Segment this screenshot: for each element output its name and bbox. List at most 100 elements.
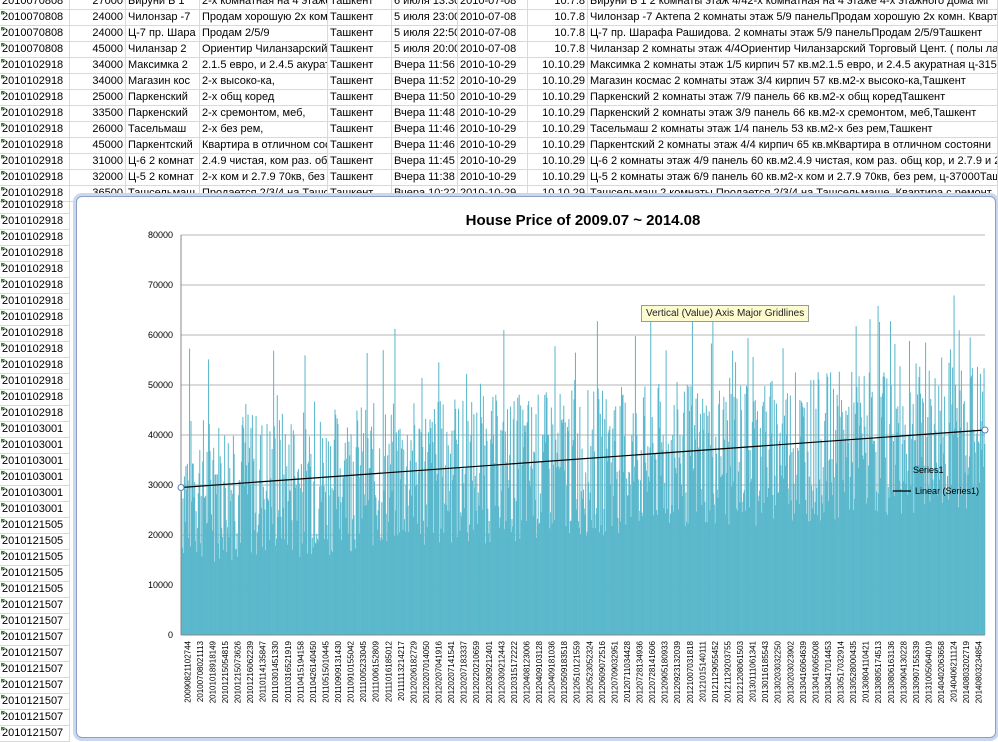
sheet-cell[interactable]: 2-х ком и 2.7.9 70кв, без bbox=[200, 170, 328, 185]
sheet-cell[interactable]: Магазин кос bbox=[126, 74, 200, 89]
sheet-row[interactable]: 2010070808 24000 Ц-7 пр. Шара Продам 2/5/9 Т… bbox=[0, 26, 998, 42]
sheet-cell[interactable]: 2010102918 bbox=[0, 278, 70, 293]
sheet-cell[interactable]: Ц-6 2 комнаты этаж 4/9 панель 60 кв.м2.4… bbox=[590, 154, 998, 169]
sheet-cell[interactable]: 2010121507 bbox=[0, 630, 70, 645]
sheet-cell[interactable]: 2010102918 bbox=[0, 230, 70, 245]
sheet-cell[interactable]: Вчера 11:45 bbox=[392, 154, 458, 169]
sheet-row[interactable]: 2010102918 bbox=[0, 214, 70, 230]
sheet-cell[interactable]: 2010102918 bbox=[0, 358, 70, 373]
sheet-row[interactable]: 2010121505 bbox=[0, 518, 70, 534]
sheet-row[interactable]: 2010121505 bbox=[0, 550, 70, 566]
sheet-cell[interactable]: 2010121505 bbox=[0, 518, 70, 533]
sheet-cell[interactable]: Магазин космас 2 комнаты этаж 3/4 кирпич… bbox=[588, 74, 998, 89]
sheet-cell[interactable]: 2010-10-29 bbox=[458, 106, 528, 121]
sheet-cell[interactable]: 2010121507 bbox=[0, 678, 70, 693]
sheet-cell[interactable]: Чилонзар -7 Актепа 2 комнаты этаж 5/9 па… bbox=[590, 10, 998, 25]
sheet-cell[interactable]: Ташкент bbox=[328, 74, 392, 89]
sheet-cell[interactable]: 2010102918 bbox=[0, 374, 70, 389]
sheet-cell[interactable]: 2010103001 bbox=[0, 502, 70, 517]
sheet-row[interactable]: 2010102918 bbox=[0, 310, 70, 326]
sheet-cell[interactable]: 2010121505 bbox=[0, 582, 70, 597]
sheet-cell[interactable]: 5 июля 23:00 bbox=[394, 10, 458, 25]
sheet-cell[interactable]: Чиланзар 2 комнаты этаж 4/4Ориентир Чила… bbox=[590, 42, 998, 57]
sheet-cell[interactable]: 45000 bbox=[70, 138, 126, 153]
sheet-cell[interactable]: 2010-10-29 bbox=[458, 122, 528, 137]
sheet-cell[interactable]: Бируни Б 1 2 комнаты этаж 4/42-х комнатн… bbox=[588, 0, 998, 9]
sheet-row[interactable]: 2010070808 45000 Чиланзар 2 Ориентир Чиланз… bbox=[0, 42, 998, 58]
sheet-cell[interactable]: 2010102918 bbox=[0, 90, 70, 105]
sheet-cell[interactable]: 2010102918 bbox=[0, 58, 70, 73]
sheet-cell[interactable]: Ц-7 пр. Шара bbox=[126, 26, 200, 41]
sheet-row[interactable]: 2010121507 bbox=[0, 614, 70, 630]
sheet-row[interactable]: 2010102918 bbox=[0, 342, 70, 358]
sheet-cell[interactable]: Ташкент bbox=[328, 26, 392, 41]
sheet-cell[interactable]: 2010103001 bbox=[0, 438, 70, 453]
sheet-cell[interactable]: 5 июля 20:00 bbox=[394, 42, 458, 57]
sheet-cell[interactable]: 2010121507 bbox=[0, 662, 70, 677]
sheet-row[interactable]: 2010102918 bbox=[0, 278, 70, 294]
sheet-cell[interactable]: Ц-7 пр. Шарафа Рашидова. 2 комнаты этаж … bbox=[588, 26, 998, 41]
sheet-cell[interactable]: 10.7.8 bbox=[528, 42, 588, 57]
sheet-cell[interactable]: Продам 2/5/9 bbox=[200, 26, 328, 41]
sheet-cell[interactable]: 2010-07-08 bbox=[458, 26, 528, 41]
sheet-cell[interactable]: 2010102918 bbox=[0, 214, 70, 229]
sheet-cell[interactable]: 2010102918 bbox=[0, 262, 70, 277]
sheet-row[interactable]: 2010121507 bbox=[0, 726, 70, 742]
sheet-cell[interactable]: 10.10.29 bbox=[528, 74, 588, 89]
sheet-cell[interactable]: Ташкент bbox=[328, 10, 392, 25]
sheet-row[interactable]: 2010103001 bbox=[0, 422, 70, 438]
sheet-cell[interactable]: 2010070808 bbox=[0, 26, 70, 41]
sheet-cell[interactable]: 34000 bbox=[70, 58, 126, 73]
sheet-cell[interactable]: 10.10.29 bbox=[528, 58, 588, 73]
sheet-cell[interactable]: 2010102918 bbox=[0, 74, 70, 89]
sheet-cell[interactable]: 2-х комнатная на 4 этаже bbox=[200, 0, 328, 9]
sheet-cell[interactable]: Максимка 2 bbox=[126, 58, 200, 73]
sheet-row[interactable]: 2010103001 bbox=[0, 454, 70, 470]
sheet-cell[interactable]: 2010070808 bbox=[0, 0, 70, 9]
sheet-cell[interactable]: 27000 bbox=[70, 0, 126, 9]
sheet-cell[interactable]: 2010102918 bbox=[0, 294, 70, 309]
sheet-row[interactable]: 2010102918 bbox=[0, 230, 70, 246]
sheet-cell[interactable]: Чилонзар -7 bbox=[126, 10, 200, 25]
sheet-cell[interactable]: 2010102918 bbox=[0, 138, 70, 153]
sheet-cell[interactable]: 2-х общ коред bbox=[200, 90, 328, 105]
sheet-row[interactable]: 2010102918 25000 Паркенский 2-х общ коред Та… bbox=[0, 90, 998, 106]
sheet-cell[interactable]: 2010-10-29 bbox=[458, 154, 528, 169]
sheet-cell[interactable]: 2010-10-29 bbox=[458, 90, 528, 105]
sheet-cell[interactable]: 6 июля 13:30 bbox=[392, 0, 458, 9]
sheet-cell[interactable]: Продам хорошую 2х комн bbox=[202, 10, 328, 25]
sheet-cell[interactable]: Бируни Б 1 bbox=[126, 0, 200, 9]
house-price-chart[interactable]: House Price of 2009.07 ~ 2014.08 0 10000 20… bbox=[77, 197, 995, 737]
sheet-cell[interactable]: 2010070808 bbox=[0, 10, 70, 25]
sheet-row[interactable]: 2010102918 34000 Максимка 2 2.1.5 евро, и 2… bbox=[0, 58, 998, 74]
sheet-cell[interactable]: 31000 bbox=[70, 154, 126, 169]
sheet-cell[interactable]: Ориентир Чиланзарский bbox=[202, 42, 328, 57]
sheet-cell[interactable]: 2010121505 bbox=[0, 550, 70, 565]
sheet-cell[interactable]: 2010-10-29 bbox=[458, 74, 528, 89]
sheet-cell[interactable]: Паркентский bbox=[126, 138, 200, 153]
sheet-row[interactable]: 2010121505 bbox=[0, 566, 70, 582]
sheet-cell[interactable]: 10.10.29 bbox=[528, 106, 588, 121]
sheet-cell[interactable]: Квартира в отличном сос bbox=[202, 138, 328, 153]
sheet-cell[interactable]: 2010-07-08 bbox=[458, 10, 528, 25]
sheet-cell[interactable]: Вчера 11:38 bbox=[392, 170, 458, 185]
sheet-cell[interactable]: 10.10.29 bbox=[528, 122, 588, 137]
sheet-cell[interactable]: 25000 bbox=[70, 90, 126, 105]
sheet-cell[interactable]: Максимка 2 комнаты этаж 1/5 кирпич 57 кв… bbox=[590, 58, 998, 73]
sheet-cell[interactable]: 2010102918 bbox=[0, 326, 70, 341]
sheet-cell[interactable]: 2010102918 bbox=[0, 122, 70, 137]
sheet-cell[interactable]: Вчера 11:52 bbox=[392, 74, 458, 89]
sheet-cell[interactable]: 45000 bbox=[70, 42, 126, 57]
sheet-row[interactable]: 2010103001 bbox=[0, 470, 70, 486]
sheet-cell[interactable]: 2010-07-08 bbox=[458, 0, 528, 9]
sheet-cell[interactable]: 2010121507 bbox=[0, 710, 70, 725]
sheet-cell[interactable]: Ташкент bbox=[328, 42, 392, 57]
sheet-cell[interactable]: 10.7.8 bbox=[528, 10, 588, 25]
sheet-cell[interactable]: Чиланзар 2 bbox=[126, 42, 200, 57]
sheet-cell[interactable]: 2010103001 bbox=[0, 486, 70, 501]
sheet-row[interactable]: 2010070808 27000 Бируни Б 1 2-х комнатная н… bbox=[0, 0, 998, 10]
sheet-cell[interactable]: Вчера 11:50 bbox=[392, 90, 458, 105]
sheet-cell[interactable]: 2010103001 bbox=[0, 454, 70, 469]
sheet-cell[interactable]: Паркенский bbox=[126, 106, 200, 121]
